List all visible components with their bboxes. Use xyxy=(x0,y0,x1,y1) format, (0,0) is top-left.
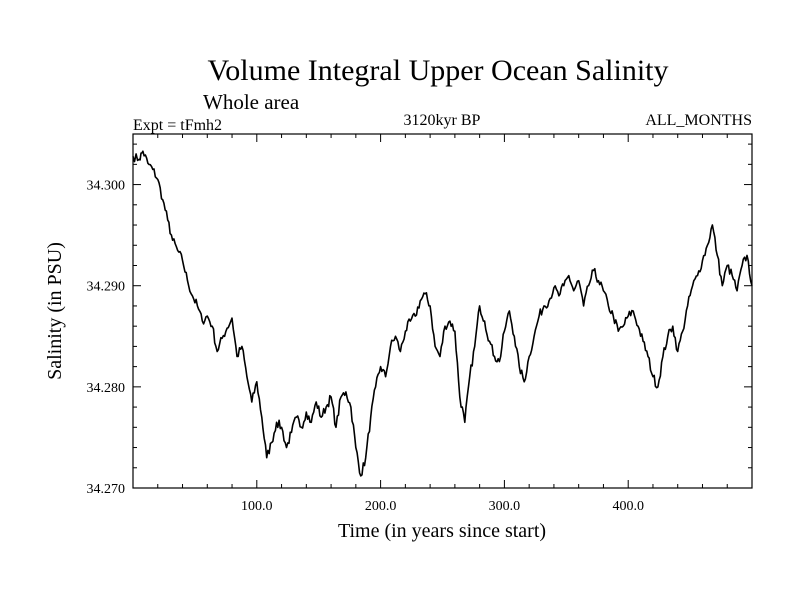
salinity-series-line xyxy=(132,150,753,477)
y-tick-label: 34.290 xyxy=(87,280,126,295)
experiment-label: Expt = tFmh2 xyxy=(133,117,222,134)
y-tick-label: 34.280 xyxy=(87,381,126,396)
axis-ticks xyxy=(133,134,752,489)
chart-title: Volume Integral Upper Ocean Salinity xyxy=(208,54,669,87)
x-axis-label: Time (in years since start) xyxy=(338,520,546,542)
y-axis-label: Salinity (in PSU) xyxy=(44,242,66,380)
x-tick-label: 200.0 xyxy=(365,499,397,514)
axis-tick-labels: 100.0 200.0 300.0 400.0 34.270 34.280 34.290 34… xyxy=(87,179,644,514)
y-tick-label: 34.270 xyxy=(87,482,126,497)
y-tick-label: 34.300 xyxy=(87,179,126,194)
x-tick-label: 400.0 xyxy=(612,499,644,514)
x-tick-label: 300.0 xyxy=(489,499,521,514)
months-label: ALL_MONTHS xyxy=(645,112,752,129)
plot-frame xyxy=(132,133,753,489)
period-label: 3120kyr BP xyxy=(404,112,481,129)
chart-subtitle: Whole area xyxy=(203,90,300,114)
x-tick-label: 100.0 xyxy=(241,499,273,514)
